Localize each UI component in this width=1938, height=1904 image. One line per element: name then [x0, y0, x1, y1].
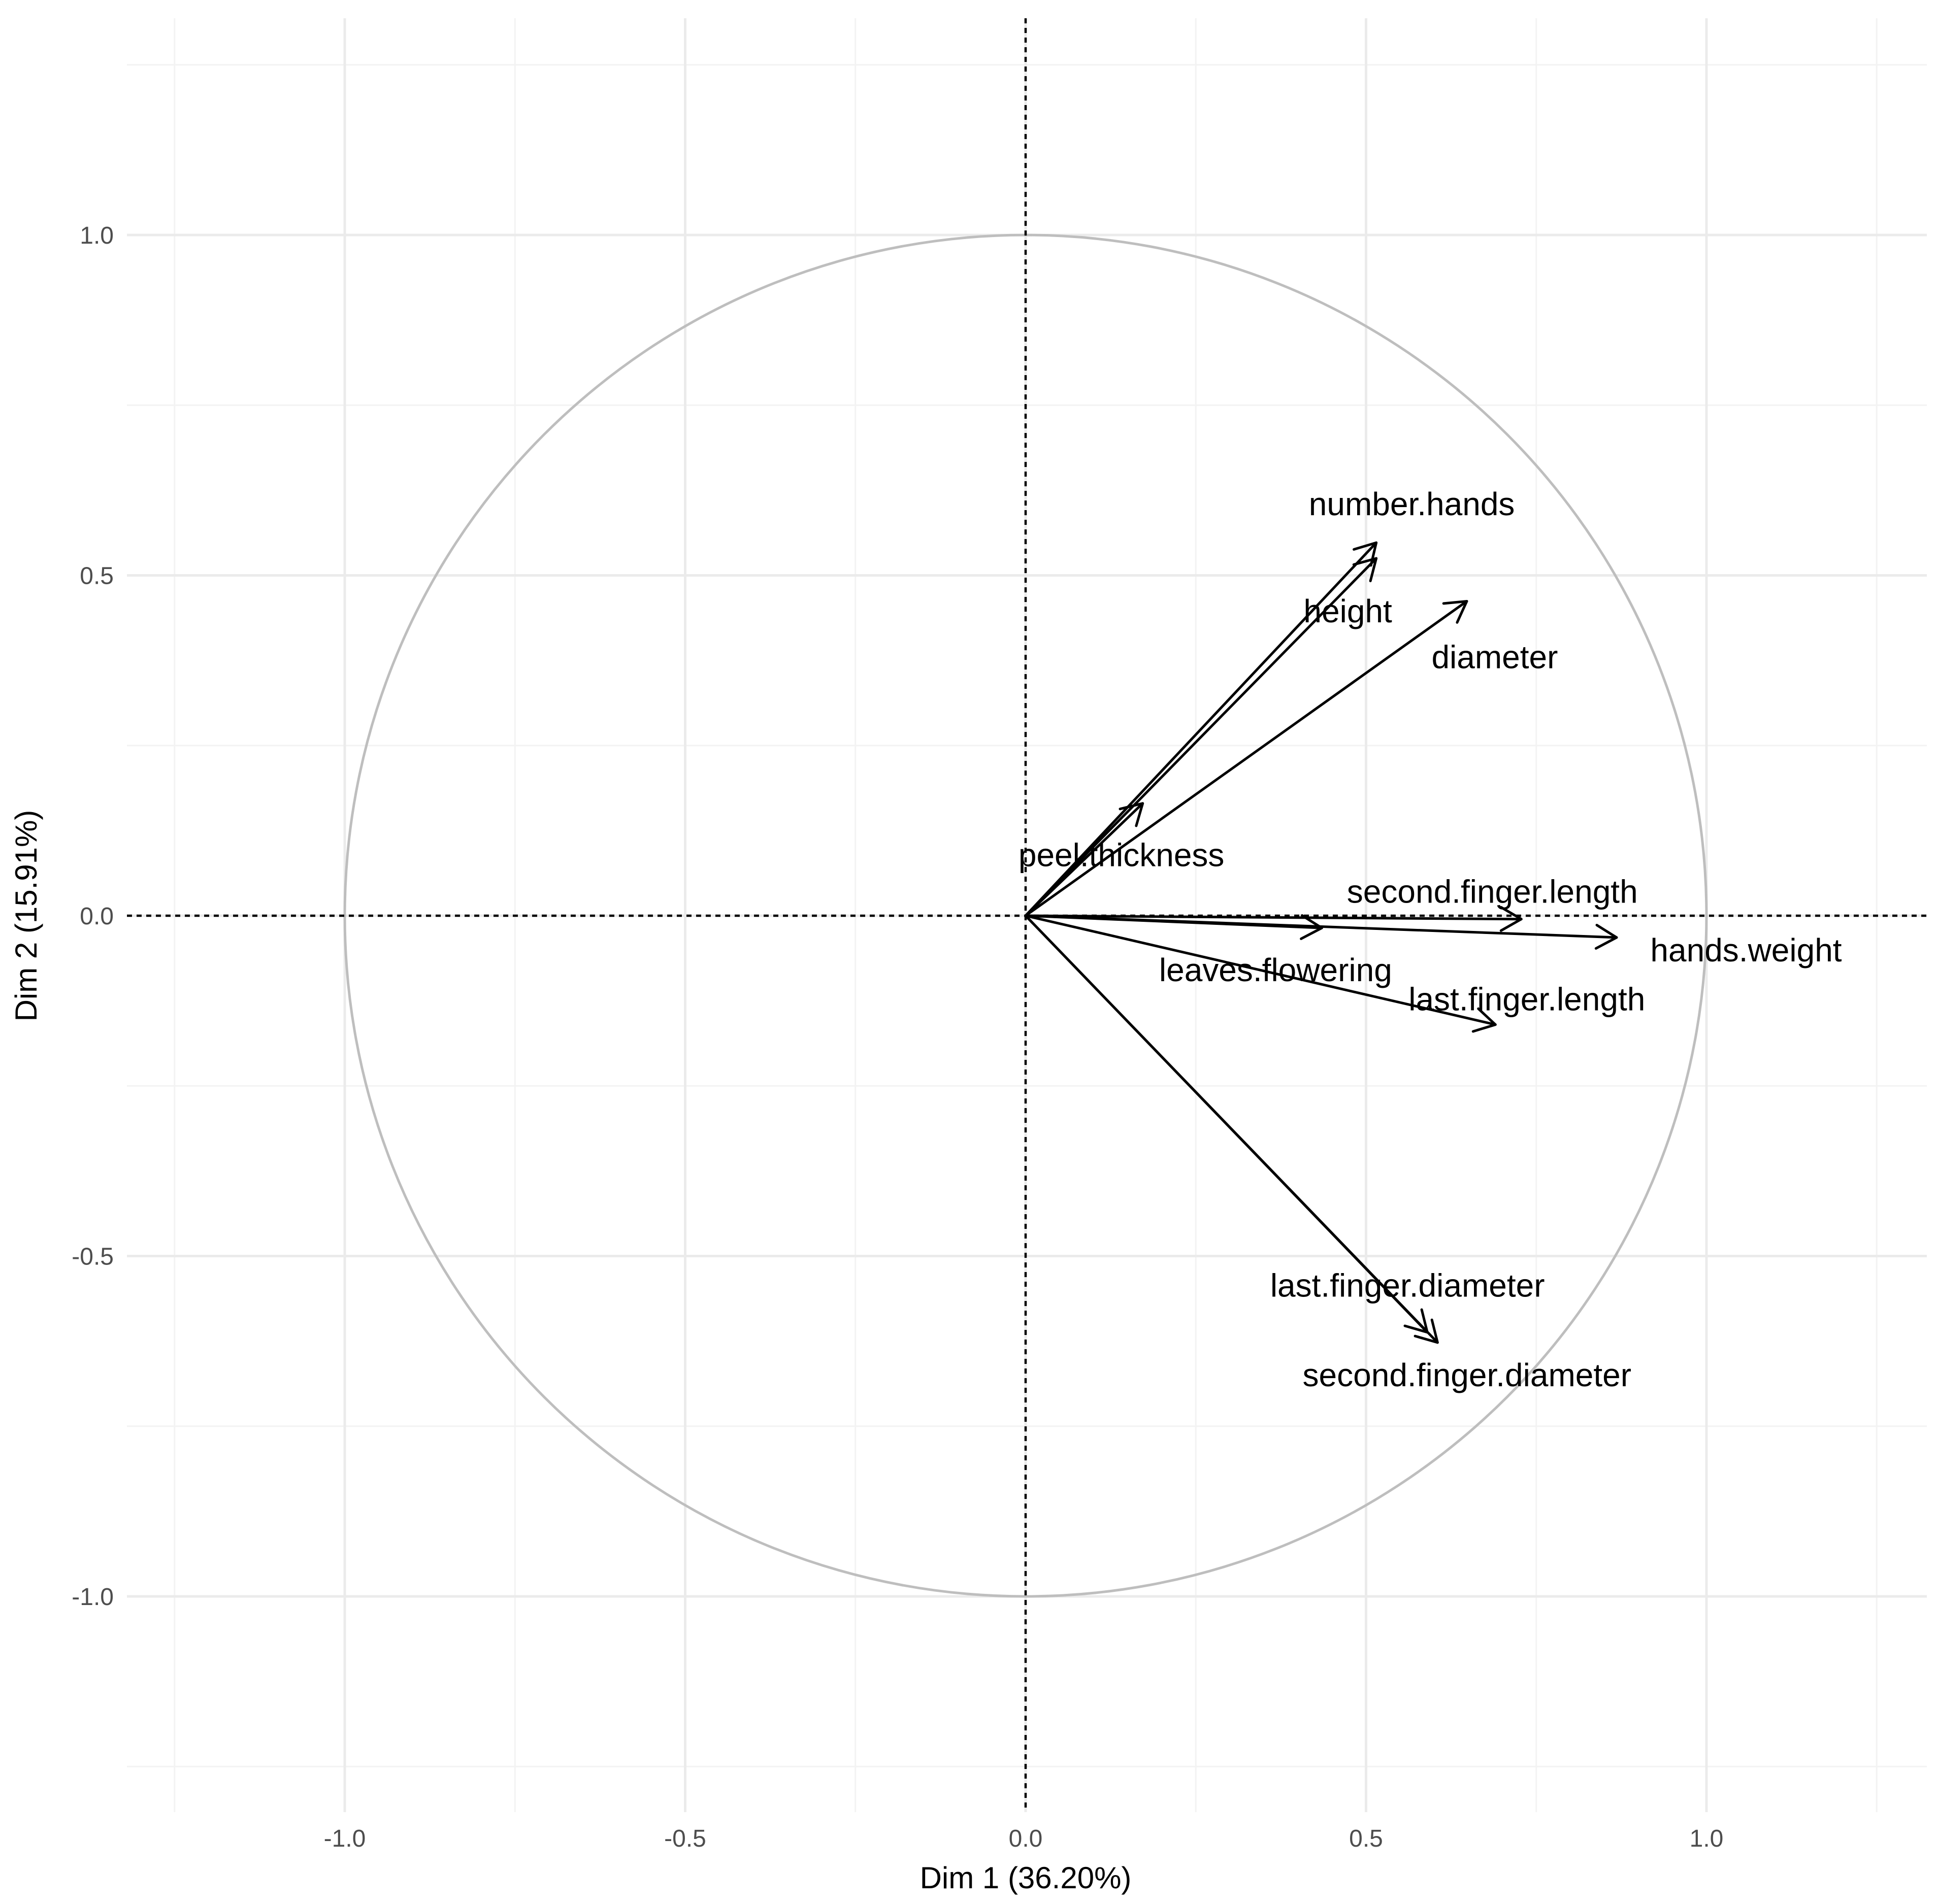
- arrow-shaft: [1024, 914, 1439, 1344]
- arrow-shaft: [1024, 802, 1144, 917]
- y-tick-label: 1.0: [80, 222, 114, 249]
- label-second-finger-diameter: second.finger.diameter: [1303, 1357, 1632, 1393]
- label-number-hands: number.hands: [1309, 486, 1515, 522]
- label-peel-thickness: peel.thickness: [1019, 837, 1225, 874]
- variable-labels: number.hands height diameter peel.thickness…: [1019, 486, 1842, 1393]
- arrow-height: [1024, 557, 1378, 917]
- x-tick-label: -1.0: [324, 1825, 366, 1852]
- y-tick-label: 0.5: [80, 563, 114, 590]
- arrow-leaves-flowering: [1024, 914, 1323, 940]
- label-last-finger-length: last.finger.length: [1408, 981, 1645, 1018]
- arrow-shaft: [1024, 914, 1497, 1026]
- y-tick-label: -1.0: [72, 1584, 114, 1611]
- label-leaves-flowering: leaves.flowering: [1159, 952, 1392, 988]
- x-tick-label: 0.0: [1009, 1825, 1043, 1852]
- arrow-head: [1442, 599, 1468, 624]
- label-height: height: [1303, 593, 1392, 629]
- arrow-number-hands: [1024, 541, 1378, 917]
- variable-arrows: [1024, 541, 1618, 1344]
- arrow-second-finger-length: [1024, 906, 1523, 932]
- arrow-head: [1499, 906, 1523, 932]
- x-axis-ticks: -1.0 -0.5 0.0 0.5 1.0: [324, 1825, 1724, 1852]
- x-axis-title: Dim 1 (36.20%): [920, 1861, 1132, 1895]
- arrow-head: [1352, 557, 1378, 583]
- arrow-diameter: [1024, 599, 1468, 917]
- x-tick-label: 0.5: [1349, 1825, 1383, 1852]
- arrow-shaft: [1024, 557, 1378, 917]
- label-last-finger-diameter: last.finger.diameter: [1270, 1267, 1545, 1304]
- x-tick-label: -0.5: [664, 1825, 706, 1852]
- arrow-shaft: [1024, 599, 1468, 917]
- y-tick-label: -0.5: [72, 1244, 114, 1271]
- arrow-shaft: [1024, 914, 1323, 929]
- arrow-shaft: [1024, 541, 1378, 917]
- arrow-last-finger-length: [1024, 914, 1497, 1033]
- label-second-finger-length: second.finger.length: [1347, 874, 1638, 910]
- arrow-head: [1119, 802, 1144, 827]
- arrow-head: [1353, 541, 1378, 567]
- y-axis-title: Dim 2 (15.91%): [9, 810, 43, 1022]
- arrow-peel-thickness: [1024, 802, 1144, 917]
- arrow-head: [1300, 914, 1323, 940]
- y-axis-ticks: -1.0 -0.5 0.0 0.5 1.0: [72, 222, 114, 1611]
- arrow-head: [1414, 1318, 1439, 1344]
- arrow-second-finger-diameter: [1024, 914, 1439, 1344]
- x-tick-label: 1.0: [1690, 1825, 1724, 1852]
- label-diameter: diameter: [1431, 639, 1558, 675]
- arrow-head: [1471, 1007, 1497, 1033]
- arrow-shaft: [1024, 914, 1523, 921]
- y-tick-label: 0.0: [80, 903, 114, 930]
- arrow-head: [1594, 923, 1618, 950]
- label-hands-weight: hands.weight: [1650, 932, 1842, 968]
